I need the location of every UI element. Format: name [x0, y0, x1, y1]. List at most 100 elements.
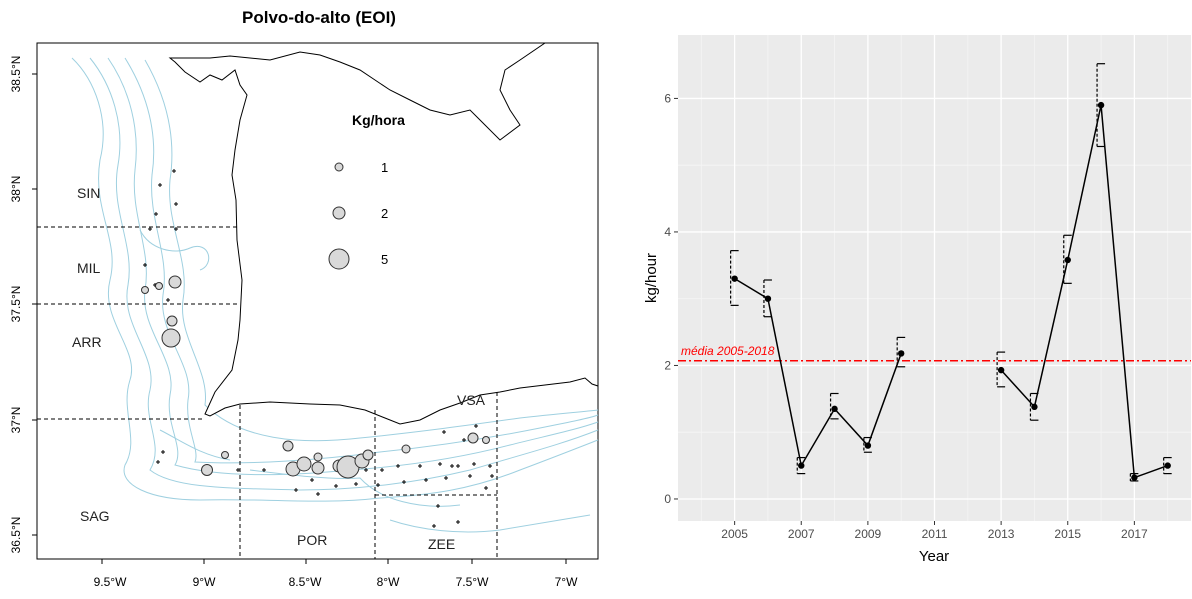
station-marker: [316, 492, 320, 496]
map-y-tick-3: 37.5°N: [9, 286, 23, 323]
station-marker: [424, 478, 428, 482]
catch-bubble: [141, 286, 149, 294]
catch-bubble: [155, 282, 163, 290]
y-tick-label: 6: [664, 91, 671, 105]
x-tick-label: 2017: [1121, 527, 1148, 541]
catch-bubble: [166, 315, 178, 327]
region-label-zee: ZEE: [428, 536, 455, 552]
catch-bubble: [401, 444, 411, 454]
series-points: [731, 101, 1171, 481]
station-marker: [456, 464, 460, 468]
timeseries-panel: média 2005-2018 2005 2007 2009 2011 2013 2015…: [643, 35, 1191, 565]
region-boundaries: [37, 226, 498, 559]
station-marker: [462, 438, 466, 442]
region-label-sag: SAG: [80, 508, 110, 524]
map-legend-bubble-1: [334, 162, 344, 172]
series-line: [734, 278, 902, 468]
station-marker: [174, 227, 178, 231]
map-legend-bubble-2: [332, 206, 346, 220]
station-marker: [468, 474, 472, 478]
station-marker: [484, 486, 488, 490]
tow-stations: [143, 169, 494, 528]
map-x-tick-4: 8°W: [377, 575, 400, 589]
catch-bubble: [282, 440, 294, 452]
map-y-tick-5: 38.5°N: [9, 56, 23, 93]
map-panel: Polvo-do-alto (EOI): [9, 8, 599, 589]
station-marker: [156, 460, 160, 464]
x-tick-label: 2009: [855, 527, 882, 541]
map-legend-label-1: 1: [381, 160, 388, 175]
data-point: [731, 275, 738, 282]
station-marker: [436, 504, 440, 508]
catch-bubble: [296, 456, 312, 472]
data-point: [864, 442, 872, 449]
map-x-tick-1: 9.5°W: [94, 575, 127, 589]
y-axis-label: kg/hour: [643, 253, 660, 303]
data-point: [798, 462, 805, 469]
station-marker: [474, 424, 478, 428]
station-marker: [161, 450, 165, 454]
station-marker: [432, 524, 436, 528]
station-marker: [396, 464, 400, 468]
map-legend-title: Kg/hora: [352, 112, 405, 128]
station-marker: [158, 183, 162, 187]
catch-bubble: [467, 432, 479, 444]
y-tick-label: 2: [664, 358, 671, 372]
map-x-axis: 9.5°W 9°W 8.5°W 8°W 7.5°W 7°W: [94, 559, 578, 589]
region-label-sin: SIN: [77, 185, 100, 201]
y-axis-ticks: 0 2 4 6: [664, 91, 678, 506]
map-title: Polvo-do-alto (EOI): [242, 8, 396, 27]
station-marker: [262, 468, 266, 472]
map-x-tick-2: 9°W: [193, 575, 216, 589]
y-tick-label: 0: [664, 492, 671, 506]
coastline-land: [168, 42, 599, 425]
station-marker: [444, 476, 448, 480]
series-lines: [734, 104, 1168, 479]
station-marker: [354, 482, 358, 486]
x-tick-label: 2015: [1054, 527, 1081, 541]
station-marker: [364, 468, 368, 472]
catch-bubble: [313, 452, 323, 462]
data-point: [1164, 462, 1171, 469]
map-y-tick-4: 38°N: [9, 176, 23, 203]
station-marker: [236, 468, 240, 472]
data-point: [1131, 474, 1138, 481]
station-marker: [456, 520, 460, 524]
data-point: [764, 295, 772, 302]
map-x-tick-5: 7.5°W: [456, 575, 489, 589]
map-y-tick-2: 37°N: [9, 407, 23, 434]
map-legend-label-2: 2: [381, 206, 388, 221]
catch-bubble: [362, 449, 374, 461]
map-x-tick-6: 7°W: [555, 575, 578, 589]
data-point: [831, 405, 838, 413]
catch-bubbles: [141, 275, 490, 479]
station-marker: [310, 478, 314, 482]
region-label-arr: ARR: [72, 334, 102, 350]
catch-bubble: [201, 464, 213, 476]
data-point: [897, 350, 905, 357]
data-point: [1097, 101, 1105, 109]
station-marker: [334, 484, 338, 488]
station-marker: [442, 430, 446, 434]
station-marker: [450, 464, 454, 468]
data-point: [997, 366, 1005, 374]
map-legend-label-5: 5: [381, 252, 388, 267]
station-marker: [174, 202, 178, 206]
mean-line-label: média 2005-2018: [681, 344, 775, 358]
data-point: [1031, 403, 1038, 411]
station-marker: [418, 464, 422, 468]
region-label-mil: MIL: [77, 260, 101, 276]
map-legend-bubble-5: [328, 248, 350, 270]
y-tick-label: 4: [664, 225, 671, 239]
mean-line-group: média 2005-2018: [678, 344, 1191, 362]
x-tick-label: 2011: [922, 527, 948, 541]
region-label-vsa: VSA: [457, 392, 486, 408]
x-tick-label: 2013: [988, 527, 1015, 541]
data-point: [1064, 256, 1071, 264]
station-marker: [402, 480, 406, 484]
map-y-axis: 36.5°N 37°N 37.5°N 38°N 38.5°N: [9, 56, 37, 554]
x-axis-ticks: 2005 2007 2009 2011 2013 2015 2017: [721, 521, 1148, 541]
map-y-tick-1: 36.5°N: [9, 517, 23, 554]
station-marker: [294, 488, 298, 492]
